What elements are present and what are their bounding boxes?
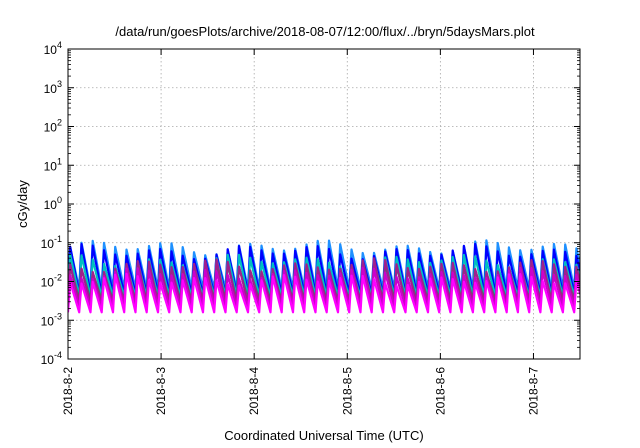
y-axis-label: cGy/day	[15, 180, 30, 228]
y-tick-label: 10-1	[41, 234, 62, 251]
y-tick-label: 10-3	[41, 311, 62, 328]
x-tick-label: 2018-8-4	[247, 367, 261, 415]
series-line	[68, 272, 580, 314]
x-tick-label: 2018-8-6	[433, 367, 447, 415]
y-tick-label: 100	[44, 195, 62, 212]
y-tick-label: 102	[44, 118, 62, 135]
y-tick-label: 10-2	[41, 273, 62, 290]
x-axis-label: Coordinated Universal Time (UTC)	[224, 428, 423, 443]
x-tick-label: 2018-8-7	[526, 367, 540, 415]
plot-series	[68, 239, 580, 314]
x-tick-label: 2018-8-5	[340, 367, 354, 415]
chart-title: /data/run/goesPlots/archive/2018-08-07/1…	[115, 24, 535, 39]
x-tick-label: 2018-8-2	[61, 367, 75, 415]
y-tick-label: 101	[44, 156, 62, 173]
y-tick-label: 104	[44, 40, 62, 57]
x-tick-label: 2018-8-3	[154, 367, 168, 415]
y-tick-label: 10-4	[41, 350, 62, 367]
axis-ticks: 10-4 10-3 10-2 10-1 100 101 102 103 104 2018-8-2 2…	[41, 40, 580, 415]
y-tick-label: 103	[44, 79, 62, 96]
